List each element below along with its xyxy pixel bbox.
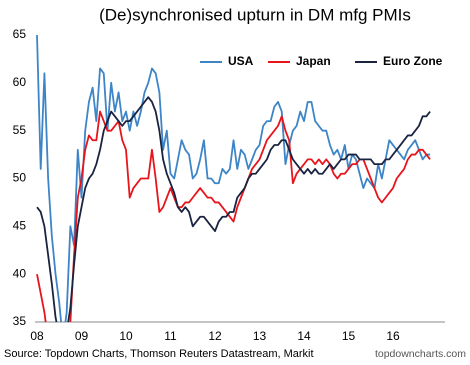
x-tick-label: 12 [208, 329, 222, 343]
x-tick-label: 13 [253, 329, 267, 343]
x-tick-label: 08 [30, 329, 44, 343]
x-tick-label: 10 [119, 329, 133, 343]
series-line [36, 96, 431, 322]
x-tick-label: 15 [342, 329, 356, 343]
x-tick-label: 09 [75, 329, 89, 343]
source: Source: Topdown Charts, Thomson Reuters … [4, 348, 314, 360]
x-tick-label: 11 [164, 329, 177, 343]
y-tick-label: 35 [13, 314, 27, 328]
y-tick-label: 50 [13, 171, 27, 185]
y-tick-label: 65 [13, 27, 27, 41]
series-line [36, 35, 431, 322]
y-tick-label: 40 [13, 266, 27, 280]
plot-area [36, 35, 431, 322]
series-line [36, 110, 431, 322]
y-tick-label: 55 [13, 123, 27, 137]
y-tick-label: 60 [13, 75, 27, 89]
y-tick-label: 45 [13, 219, 27, 233]
watermark: topdowncharts.com [375, 348, 466, 360]
x-tick-label: 14 [297, 329, 311, 343]
x-tick-label: 16 [386, 329, 400, 343]
legend-label: Japan [296, 54, 331, 68]
chart-title: (De)synchronised upturn in DM mfg PMIs [99, 5, 411, 24]
legend-label: USA [228, 54, 254, 68]
legend-label: Euro Zone [383, 54, 443, 68]
